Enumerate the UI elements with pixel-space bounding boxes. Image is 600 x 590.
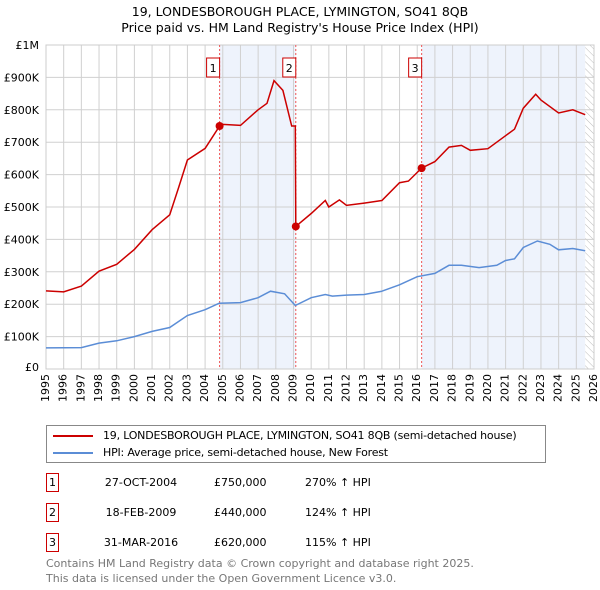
- x-tick-label: 2013: [357, 374, 370, 402]
- sale-row: 3 31-MAR-2016 £620,000 115% ↑ HPI: [46, 533, 446, 553]
- x-tick-label: 2022: [516, 374, 529, 402]
- sale-point: [215, 122, 224, 130]
- footer-copyright: Contains HM Land Registry data © Crown c…: [46, 557, 474, 570]
- x-tick-label: 2006: [233, 374, 246, 402]
- sale-hpi-diff: 124% ↑ HPI: [305, 506, 371, 519]
- y-tick-label: £1M: [16, 39, 40, 52]
- sale-date: 27-OCT-2004: [104, 476, 178, 489]
- sale-price: £620,000: [214, 536, 267, 549]
- x-tick-label: 2023: [534, 374, 547, 402]
- chart-title: 19, LONDESBOROUGH PLACE, LYMINGTON, SO41…: [131, 4, 469, 19]
- hpi-line: [45, 240, 586, 349]
- sale-row: 1 27-OCT-2004 £750,000 270% ↑ HPI: [46, 473, 446, 493]
- x-tick-label: 2007: [251, 374, 264, 402]
- x-tick-label: 2009: [286, 374, 299, 402]
- x-tick-label: 2019: [463, 374, 476, 402]
- x-tick-label: 2025: [569, 374, 582, 402]
- sale-date: 31-MAR-2016: [103, 536, 179, 549]
- x-tick-label: 2005: [216, 374, 229, 402]
- y-tick-label: £700K: [4, 136, 40, 149]
- sale-price: £750,000: [214, 476, 267, 489]
- x-tick-label: 2000: [127, 374, 140, 402]
- sale-row: 2 18-FEB-2009 £440,000 124% ↑ HPI: [46, 503, 446, 523]
- sale-hpi-diff: 270% ↑ HPI: [305, 476, 371, 489]
- sale-marker: 3: [46, 533, 59, 552]
- x-tick-label: 1995: [39, 374, 52, 402]
- x-tick-label: 2002: [163, 374, 176, 402]
- x-tick-label: 2010: [304, 374, 317, 402]
- sale-point: [417, 164, 426, 173]
- y-tick-label: £400K: [4, 233, 40, 246]
- price-chart: 1995 1996 1997 1998 1999 2000 2001 2002 2003 2004…: [4, 39, 600, 402]
- x-tick-label: 1999: [110, 374, 123, 402]
- sale-marker-box: [408, 57, 423, 78]
- legend: 19, LONDESBOROUGH PLACE, LYMINGTON, SO41…: [46, 425, 546, 463]
- x-tick-label: 2021: [499, 374, 512, 402]
- sale-marker: 2: [46, 503, 59, 522]
- y-tick-label: £0: [25, 361, 39, 374]
- x-tick-label: 2012: [340, 374, 353, 402]
- x-tick-label: 2024: [552, 374, 565, 402]
- x-tick-label: 2003: [180, 374, 193, 402]
- sale-hpi-diff: 115% ↑ HPI: [305, 536, 371, 549]
- x-tick-label: 1997: [74, 374, 87, 402]
- y-tick-label: £600K: [4, 169, 40, 182]
- x-tick-label: 2014: [375, 374, 388, 402]
- x-tick-label: 1996: [57, 374, 70, 402]
- legend-swatch-hpi: [53, 452, 93, 454]
- sale-marker-number: 1: [210, 62, 217, 75]
- y-tick-label: £900K: [4, 71, 40, 84]
- sale-marker-box: [282, 57, 297, 78]
- plot-frame: [45, 44, 595, 370]
- legend-label-hpi: HPI: Average price, semi-detached house,…: [103, 446, 388, 459]
- sale-price: £440,000: [214, 506, 267, 519]
- x-tick-label: 2008: [269, 374, 282, 402]
- y-tick-label: £800K: [4, 104, 40, 117]
- x-tick-label: 2017: [428, 374, 441, 402]
- x-tick-label: 2011: [322, 374, 335, 402]
- sale-marker: 1: [46, 473, 59, 492]
- footer-licence: This data is licensed under the Open Gov…: [46, 572, 397, 585]
- x-tick-label: 2004: [198, 374, 211, 402]
- sale-marker-number: 3: [412, 62, 419, 75]
- x-tick-label: 2016: [410, 374, 423, 402]
- y-tick-label: £100K: [4, 331, 40, 344]
- x-tick-label: 2020: [481, 374, 494, 402]
- x-tick-label: 2026: [587, 374, 600, 402]
- x-tick-label: 2018: [446, 374, 459, 402]
- legend-label-property: 19, LONDESBOROUGH PLACE, LYMINGTON, SO41…: [103, 429, 517, 442]
- x-tick-label: 2015: [393, 374, 406, 402]
- legend-swatch-property: [53, 435, 93, 437]
- x-tick-label: 2001: [145, 374, 158, 402]
- y-tick-label: £500K: [4, 201, 40, 214]
- x-tick-label: 1998: [92, 374, 105, 402]
- property-price-line: [45, 79, 586, 293]
- sale-date: 18-FEB-2009: [105, 506, 177, 519]
- chart-subtitle: Price paid vs. HM Land Registry's House …: [121, 20, 479, 35]
- sale-marker-box: [206, 57, 221, 78]
- sale-marker-number: 2: [286, 62, 293, 75]
- sale-point: [291, 222, 300, 231]
- y-tick-label: £300K: [4, 266, 40, 279]
- y-tick-label: £200K: [4, 298, 40, 311]
